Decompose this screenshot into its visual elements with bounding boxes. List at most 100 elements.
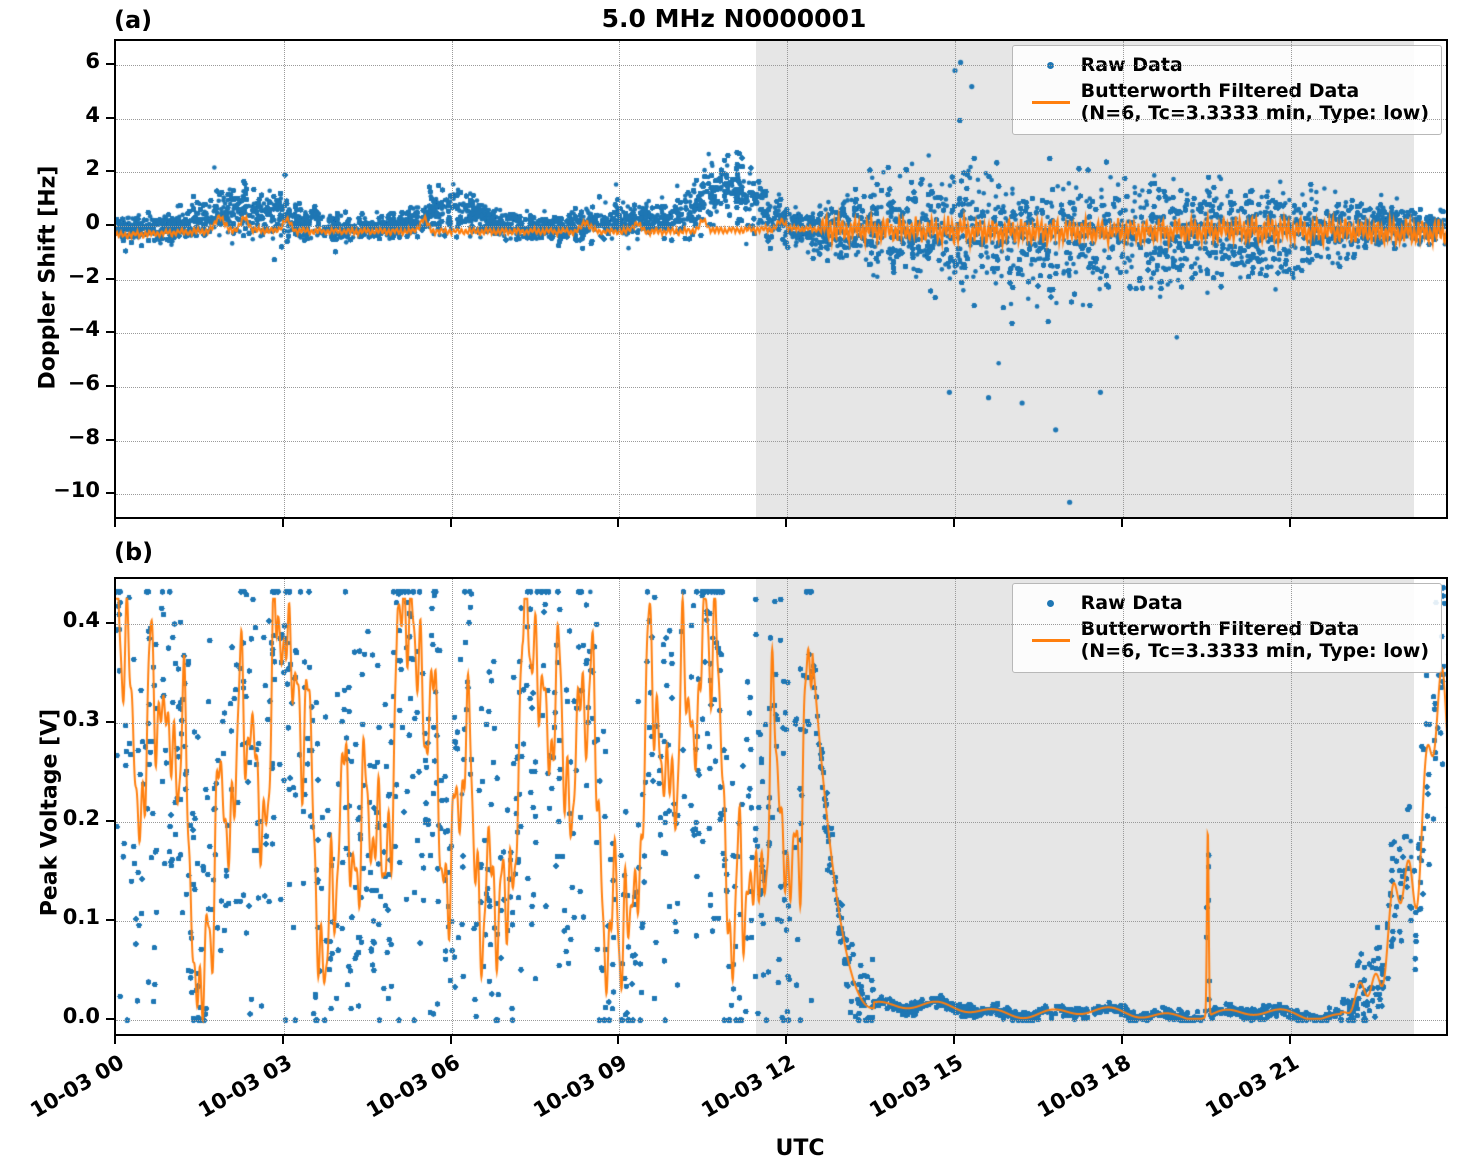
x-tick-label: 10-03 06	[361, 1050, 464, 1123]
gridline-horizontal	[116, 1020, 1446, 1022]
gridline-horizontal	[116, 494, 1446, 496]
legend-label-filtered: Butterworth Filtered Data (N=6, Tc=3.333…	[1080, 80, 1429, 125]
legend-row-filtered: Butterworth Filtered Data (N=6, Tc=3.333…	[1023, 618, 1429, 662]
gridline-vertical	[1122, 41, 1124, 517]
x-tick-mark	[1120, 519, 1123, 527]
scatter-marker-icon	[1023, 599, 1079, 607]
x-tick-mark	[281, 519, 284, 527]
legend-label-filtered: Butterworth Filtered Data (N=6, Tc=3.333…	[1080, 618, 1429, 663]
gridline-vertical	[1122, 579, 1124, 1034]
gridline-vertical	[954, 579, 956, 1034]
y-tick-label: 6	[85, 49, 100, 74]
legend-row-raw: Raw Data	[1023, 592, 1429, 614]
x-tick-mark	[785, 519, 788, 527]
y-tick-label: −6	[67, 370, 100, 395]
y-tick-label: 0.0	[62, 1004, 100, 1029]
y-tick-label: 0.3	[62, 706, 100, 731]
y-tick-mark	[106, 63, 114, 66]
panel-a-legend: Raw Data Butterworth Filtered Data (N=6,…	[1011, 45, 1442, 136]
x-tick-mark	[1120, 1036, 1123, 1044]
panel-b-legend: Raw Data Butterworth Filtered Data (N=6,…	[1011, 583, 1442, 674]
y-tick-mark	[106, 621, 114, 624]
panel-a-label: (a)	[114, 6, 153, 34]
x-tick-mark	[449, 519, 452, 527]
y-tick-mark	[106, 1018, 114, 1021]
gridline-vertical	[283, 41, 285, 517]
y-tick-label: 4	[85, 102, 100, 127]
y-tick-label: −4	[67, 317, 100, 342]
x-tick-mark	[785, 1036, 788, 1044]
x-tick-mark	[281, 1036, 284, 1044]
y-tick-mark	[106, 720, 114, 723]
x-tick-label: 10-03 12	[697, 1050, 800, 1123]
y-tick-label: −8	[67, 424, 100, 449]
gridline-vertical	[451, 41, 453, 517]
y-tick-label: 0	[85, 210, 100, 235]
gridline-vertical	[954, 41, 956, 517]
y-tick-mark	[106, 819, 114, 822]
legend-row-raw: Raw Data	[1023, 54, 1429, 76]
x-axis-label: UTC	[775, 1136, 825, 1161]
y-tick-label: −2	[67, 263, 100, 288]
y-tick-mark	[106, 277, 114, 280]
gridline-vertical	[451, 579, 453, 1034]
y-tick-mark	[106, 384, 114, 387]
y-tick-label: 0.1	[62, 905, 100, 930]
line-marker-icon	[1023, 100, 1079, 104]
x-tick-label: 10-03 18	[1032, 1050, 1135, 1123]
y-tick-mark	[106, 331, 114, 334]
panel-a-plot-area: Raw Data Butterworth Filtered Data (N=6,…	[114, 39, 1448, 519]
y-tick-mark	[106, 116, 114, 119]
gridline-vertical	[787, 579, 789, 1034]
legend-label-raw: Raw Data	[1080, 592, 1183, 614]
x-tick-mark	[952, 1036, 955, 1044]
x-tick-mark	[1288, 519, 1291, 527]
x-tick-mark	[617, 519, 620, 527]
x-tick-mark	[114, 519, 116, 527]
x-tick-mark	[617, 1036, 620, 1044]
x-tick-label: 10-03 00	[26, 1050, 128, 1123]
gridline-horizontal	[116, 226, 1446, 228]
x-tick-mark	[1288, 1036, 1291, 1044]
y-tick-label: −10	[53, 478, 100, 503]
x-tick-label: 10-03 09	[529, 1050, 632, 1123]
page-title: 5.0 MHz N0000001	[601, 4, 867, 33]
y-tick-mark	[106, 919, 114, 922]
gridline-horizontal	[116, 821, 1446, 823]
y-tick-mark	[106, 224, 114, 227]
gridline-vertical	[619, 41, 621, 517]
gridline-horizontal	[116, 921, 1446, 923]
legend-row-filtered: Butterworth Filtered Data (N=6, Tc=3.333…	[1023, 80, 1429, 124]
x-tick-mark	[449, 1036, 452, 1044]
y-tick-label: 0.4	[62, 607, 100, 632]
panel-b-plot-area: Raw Data Butterworth Filtered Data (N=6,…	[114, 577, 1448, 1036]
gridline-horizontal	[116, 722, 1446, 724]
y-tick-mark	[106, 438, 114, 441]
x-tick-label: 10-03 03	[193, 1050, 296, 1123]
x-tick-label: 10-03 21	[1200, 1050, 1303, 1123]
x-tick-mark	[952, 519, 955, 527]
y-tick-mark	[106, 170, 114, 173]
scatter-marker-icon	[1023, 61, 1079, 69]
gridline-horizontal	[116, 623, 1446, 625]
line-marker-icon	[1023, 638, 1079, 642]
legend-label-raw: Raw Data	[1080, 54, 1183, 76]
gridline-vertical	[1290, 41, 1292, 517]
gridline-horizontal	[116, 118, 1446, 120]
gridline-vertical	[619, 579, 621, 1034]
gridline-horizontal	[116, 279, 1446, 281]
gridline-horizontal	[116, 440, 1446, 442]
gridline-vertical	[1290, 579, 1292, 1034]
y-tick-mark	[106, 492, 114, 495]
x-tick-mark	[114, 1036, 116, 1044]
panel-b-label: (b)	[114, 538, 154, 566]
x-tick-label: 10-03 15	[865, 1050, 967, 1123]
gridline-vertical	[283, 579, 285, 1034]
gridline-horizontal	[116, 333, 1446, 335]
gridline-horizontal	[116, 386, 1446, 388]
gridline-horizontal	[116, 65, 1446, 67]
gridline-vertical	[787, 41, 789, 517]
gridline-horizontal	[116, 172, 1446, 174]
y-tick-label: 2	[85, 156, 100, 181]
